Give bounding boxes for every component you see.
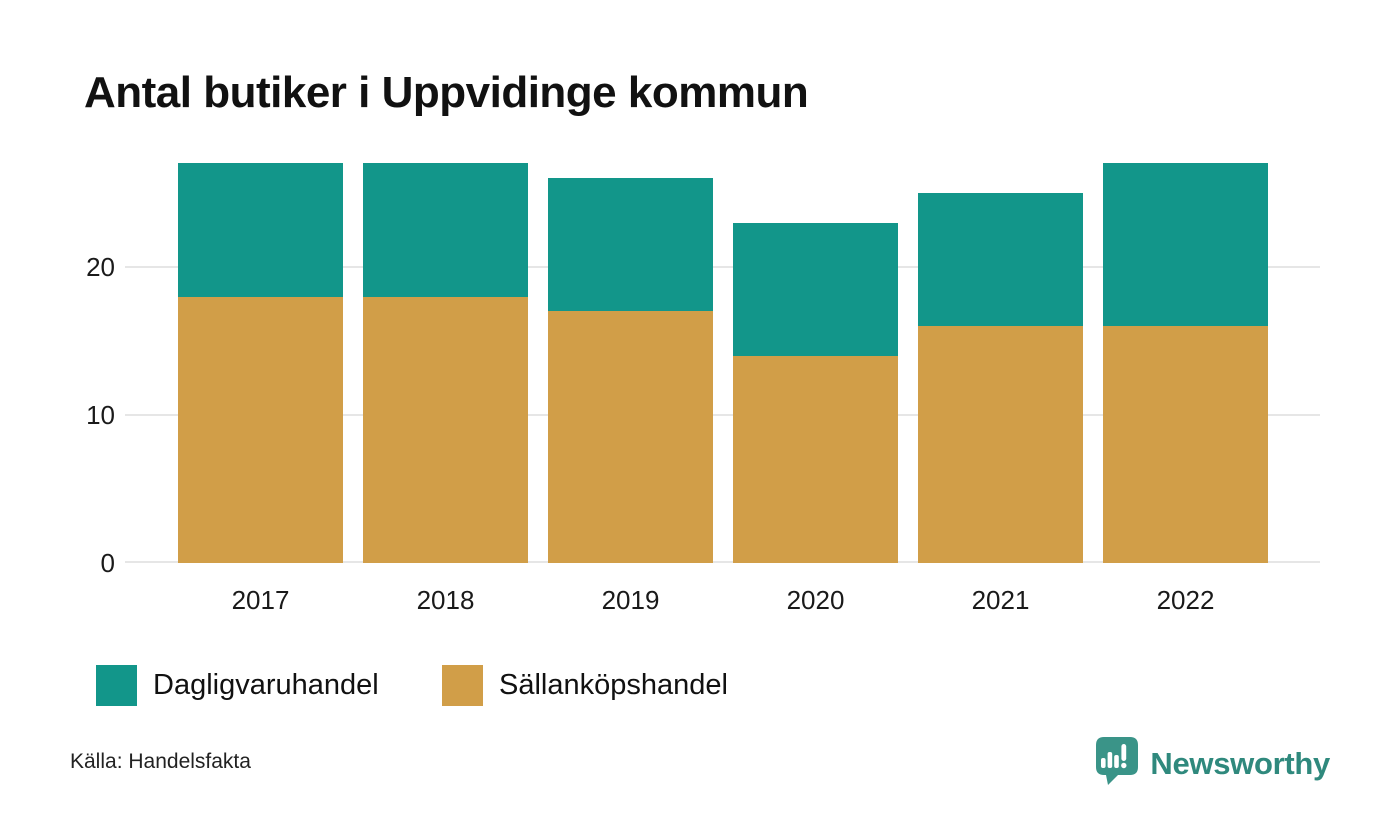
x-tick-label-2022: 2022 xyxy=(1156,585,1215,615)
legend-item-sallankopshandel[interactable]: Sällanköpshandel xyxy=(442,665,728,706)
bar-segment-dagligvaruhandel[interactable] xyxy=(548,178,713,312)
source-note: Källa: Handelsfakta xyxy=(70,750,251,773)
bar-segment-sällanköpshandel[interactable] xyxy=(178,296,343,563)
bar-segment-sällanköpshandel[interactable] xyxy=(1103,326,1268,563)
y-tick-label-20: 20 xyxy=(86,252,115,282)
bar-group-2021 xyxy=(918,193,1083,563)
y-tick-label-0: 0 xyxy=(100,548,115,578)
legend-swatch-gold-icon xyxy=(442,665,483,706)
x-tick-label-2017: 2017 xyxy=(231,585,290,615)
chart-title: Antal butiker i Uppvidinge kommun xyxy=(84,68,809,117)
y-tick-label-10: 10 xyxy=(86,400,115,430)
bar-group-2022 xyxy=(1103,163,1268,563)
bar-group-2018 xyxy=(363,163,528,563)
legend-item-dagligvaruhandel[interactable]: Dagligvaruhandel xyxy=(96,665,379,706)
bar-segment-dagligvaruhandel[interactable] xyxy=(363,163,528,297)
bar-segment-sällanköpshandel[interactable] xyxy=(918,326,1083,563)
x-tick-label-2021: 2021 xyxy=(971,585,1030,615)
brand-logo[interactable]: Newsworthy xyxy=(1094,736,1330,791)
bar-segment-dagligvaruhandel[interactable] xyxy=(733,222,898,356)
bar-segment-dagligvaruhandel[interactable] xyxy=(918,193,1083,327)
newsworthy-bubble-chart-icon xyxy=(1094,736,1140,791)
gridline-0 xyxy=(125,561,1320,563)
bar-segment-dagligvaruhandel[interactable] xyxy=(1103,163,1268,327)
bar-segment-sällanköpshandel[interactable] xyxy=(548,311,713,563)
bar-group-2020 xyxy=(733,222,898,563)
bar-segment-sällanköpshandel[interactable] xyxy=(363,296,528,563)
gridline-10 xyxy=(125,414,1320,416)
x-tick-label-2019: 2019 xyxy=(601,585,660,615)
legend: Dagligvaruhandel Sällanköpshandel xyxy=(0,665,1400,711)
plot-area: 0 10 20 2017 2018 2019 2020 2021 2022 xyxy=(86,155,1320,615)
gridline-20 xyxy=(125,266,1320,268)
bar-segment-sällanköpshandel[interactable] xyxy=(733,355,898,563)
bar-group-2019 xyxy=(548,178,713,563)
x-tick-label-2018: 2018 xyxy=(416,585,475,615)
bar-group-2017 xyxy=(178,163,343,563)
x-tick-label-2020: 2020 xyxy=(786,585,845,615)
bar-segment-dagligvaruhandel[interactable] xyxy=(178,163,343,297)
legend-label: Sällanköpshandel xyxy=(499,669,728,701)
legend-swatch-teal-icon xyxy=(96,665,137,706)
brand-name: Newsworthy xyxy=(1150,745,1330,781)
legend-label: Dagligvaruhandel xyxy=(153,669,379,701)
